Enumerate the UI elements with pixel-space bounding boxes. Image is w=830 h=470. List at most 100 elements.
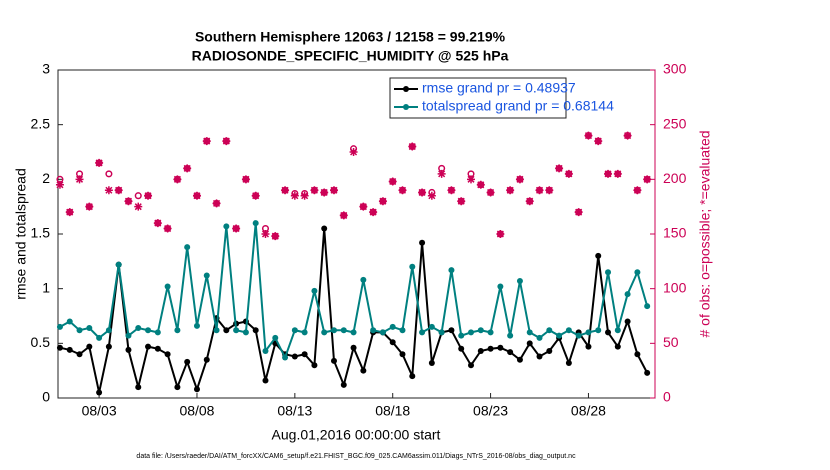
obs-evaluated	[55, 180, 64, 189]
obs-evaluated	[75, 175, 84, 184]
point	[448, 327, 455, 334]
point	[634, 351, 641, 358]
point	[370, 327, 377, 334]
obs-evaluated	[339, 211, 348, 220]
point	[145, 327, 152, 334]
y2-tick-label: 300	[663, 61, 687, 77]
point	[56, 344, 63, 351]
point	[125, 332, 132, 339]
obs-evaluated	[202, 137, 211, 146]
point	[360, 367, 367, 374]
point	[516, 278, 523, 285]
legend-marker	[403, 86, 409, 92]
point	[565, 360, 572, 367]
point	[223, 327, 230, 334]
obs-evaluated	[144, 191, 153, 200]
point	[507, 332, 514, 339]
point	[487, 345, 494, 352]
point	[96, 334, 103, 341]
obs-evaluated	[623, 131, 632, 140]
point	[634, 269, 641, 276]
x-tick-label: 08/23	[473, 403, 508, 419]
y2-tick-label: 50	[663, 334, 679, 350]
obs-possible	[134, 192, 142, 200]
point	[321, 329, 328, 336]
y-tick-label: 2.5	[31, 115, 51, 131]
point	[595, 252, 602, 259]
point	[135, 325, 142, 332]
point	[546, 347, 553, 354]
y2-axis-label: # of obs: o=possible; *=evaluated	[697, 130, 713, 337]
legend-label: totalspread grand pr = 0.68144	[422, 98, 614, 114]
obs-evaluated	[467, 175, 476, 184]
point	[164, 351, 171, 358]
obs-evaluated	[398, 186, 407, 195]
point	[438, 329, 445, 336]
obs-evaluated	[496, 230, 505, 238]
point	[419, 329, 426, 336]
obs-evaluated	[251, 191, 260, 200]
point	[86, 343, 93, 350]
obs-evaluated	[271, 232, 280, 241]
obs-evaluated	[643, 175, 652, 184]
point	[477, 327, 484, 334]
obs-evaluated	[594, 137, 603, 146]
obs-evaluated	[555, 164, 564, 173]
point	[252, 327, 259, 334]
point	[291, 353, 298, 360]
obs-evaluated	[163, 224, 172, 233]
obs-possible	[105, 170, 113, 178]
obs-evaluated	[192, 191, 201, 200]
legend-label: rmse grand pr = 0.48937	[422, 80, 576, 96]
point	[105, 343, 112, 350]
legend-marker	[403, 104, 409, 110]
obs-evaluated	[95, 158, 104, 167]
y-tick-label: 0	[42, 389, 50, 405]
obs-evaluated	[153, 219, 162, 228]
obs-evaluated	[486, 188, 495, 197]
point	[448, 267, 455, 274]
obs-evaluated	[447, 186, 456, 195]
point	[605, 269, 612, 276]
point	[125, 346, 132, 353]
y-tick-label: 3	[42, 61, 50, 77]
chart-title: Southern Hemisphere 12063 / 12158 = 99.2…	[195, 29, 506, 45]
point	[301, 351, 308, 358]
obs-evaluated	[212, 199, 221, 208]
point	[203, 272, 210, 279]
obs-evaluated	[241, 175, 250, 184]
point	[242, 329, 249, 336]
point	[340, 327, 347, 334]
point	[419, 239, 426, 246]
point	[360, 276, 367, 283]
point	[458, 332, 465, 339]
point	[487, 329, 494, 336]
x-tick-label: 08/28	[571, 403, 606, 419]
obs-evaluated	[65, 208, 74, 217]
point	[644, 303, 651, 310]
point	[595, 327, 602, 334]
point	[536, 353, 543, 360]
x-axis-label: Aug.01,2016 00:00:00 start	[272, 427, 441, 443]
point	[174, 327, 181, 334]
obs-evaluated	[281, 186, 290, 195]
obs-evaluated	[261, 230, 270, 238]
x-tick-label: 08/13	[277, 403, 312, 419]
point	[468, 362, 475, 369]
point	[468, 329, 475, 336]
chart-subtitle: RADIOSONDE_SPECIFIC_HUMIDITY @ 525 hPa	[192, 48, 509, 64]
point	[76, 351, 83, 358]
point	[115, 261, 122, 268]
obs-evaluated	[574, 208, 583, 217]
point	[644, 369, 651, 376]
obs-evaluated	[310, 186, 319, 195]
point	[66, 346, 73, 353]
point	[154, 345, 161, 352]
x-tick-label: 08/08	[179, 403, 214, 419]
obs-evaluated	[124, 197, 133, 206]
point	[330, 327, 337, 334]
point	[556, 332, 563, 339]
point	[164, 283, 171, 290]
point	[213, 327, 220, 334]
